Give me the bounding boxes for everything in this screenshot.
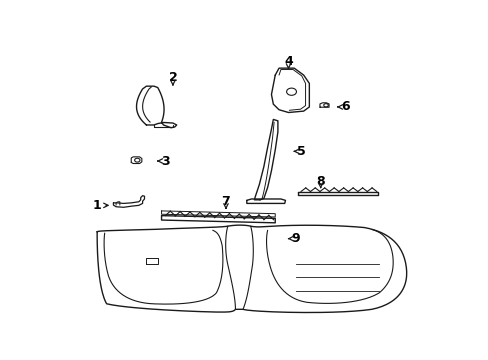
Text: 2: 2 (168, 71, 177, 84)
Text: 4: 4 (284, 55, 292, 68)
Text: 5: 5 (297, 145, 305, 158)
Text: 7: 7 (221, 195, 230, 208)
Text: 1: 1 (93, 199, 102, 212)
Text: 6: 6 (340, 100, 349, 113)
Text: 3: 3 (161, 154, 169, 167)
Text: 8: 8 (316, 175, 325, 188)
Text: 9: 9 (291, 232, 300, 245)
